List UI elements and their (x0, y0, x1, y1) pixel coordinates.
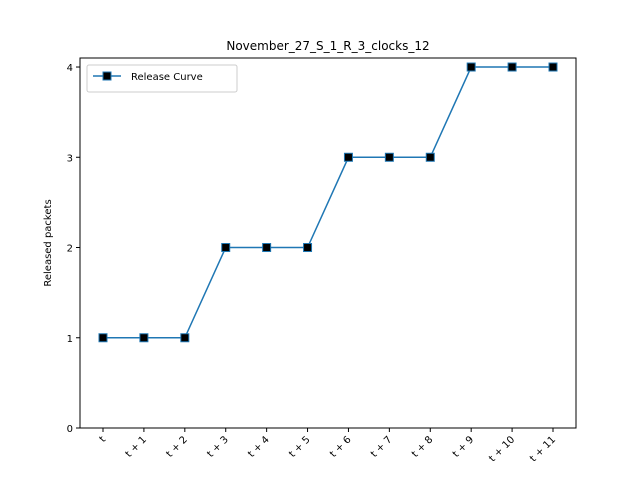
x-tick-label: t + 8 (410, 434, 435, 459)
data-point-marker (221, 243, 231, 253)
data-point-marker (262, 243, 272, 253)
x-tick-label: t + 6 (328, 434, 353, 459)
x-tick-label: t + 11 (528, 434, 558, 464)
data-point-marker (343, 152, 353, 162)
data-point-marker (425, 152, 435, 162)
y-tick-label: 0 (67, 424, 73, 435)
legend-marker-swatch (102, 71, 112, 81)
x-tick-label: t + 4 (246, 434, 271, 459)
axis-ticks: 0 1 2 3 4 t t + 1 t + 2 t + 3 t + 4 t + 5 t + 6 t + … (67, 63, 558, 464)
data-point-marker (384, 152, 394, 162)
x-tick-label: t + 10 (487, 434, 517, 464)
y-tick-label: 3 (67, 153, 73, 164)
y-axis-label: Released packets (43, 199, 54, 286)
data-point-marker (139, 333, 149, 343)
y-tick-label: 1 (67, 334, 73, 345)
legend-box (86, 64, 238, 93)
x-tick-label: t + 3 (205, 434, 230, 459)
data-point-marker (180, 333, 190, 343)
data-point-marker (466, 62, 476, 72)
chart-title: November_27_S_1_R_3_clocks_12 (226, 39, 429, 53)
legend: Release Curve (86, 64, 238, 93)
data-point-marker (303, 243, 313, 253)
legend-entry-release-curve: Release Curve (131, 72, 203, 83)
series-line (103, 66, 553, 339)
plot-area-frame (79, 57, 577, 429)
x-tick-label: t + 5 (287, 434, 312, 459)
data-point-marker (98, 333, 108, 343)
x-tick-label: t (98, 434, 109, 445)
x-tick-label: t + 7 (369, 434, 394, 459)
series-layer (98, 62, 558, 343)
y-tick-label: 4 (67, 63, 73, 74)
x-tick-label: t + 9 (451, 434, 476, 459)
data-point-marker (548, 62, 558, 72)
x-tick-label: t + 1 (124, 434, 149, 459)
data-point-marker (507, 62, 517, 72)
y-tick-label: 2 (67, 244, 73, 255)
x-tick-label: t + 2 (164, 434, 189, 459)
